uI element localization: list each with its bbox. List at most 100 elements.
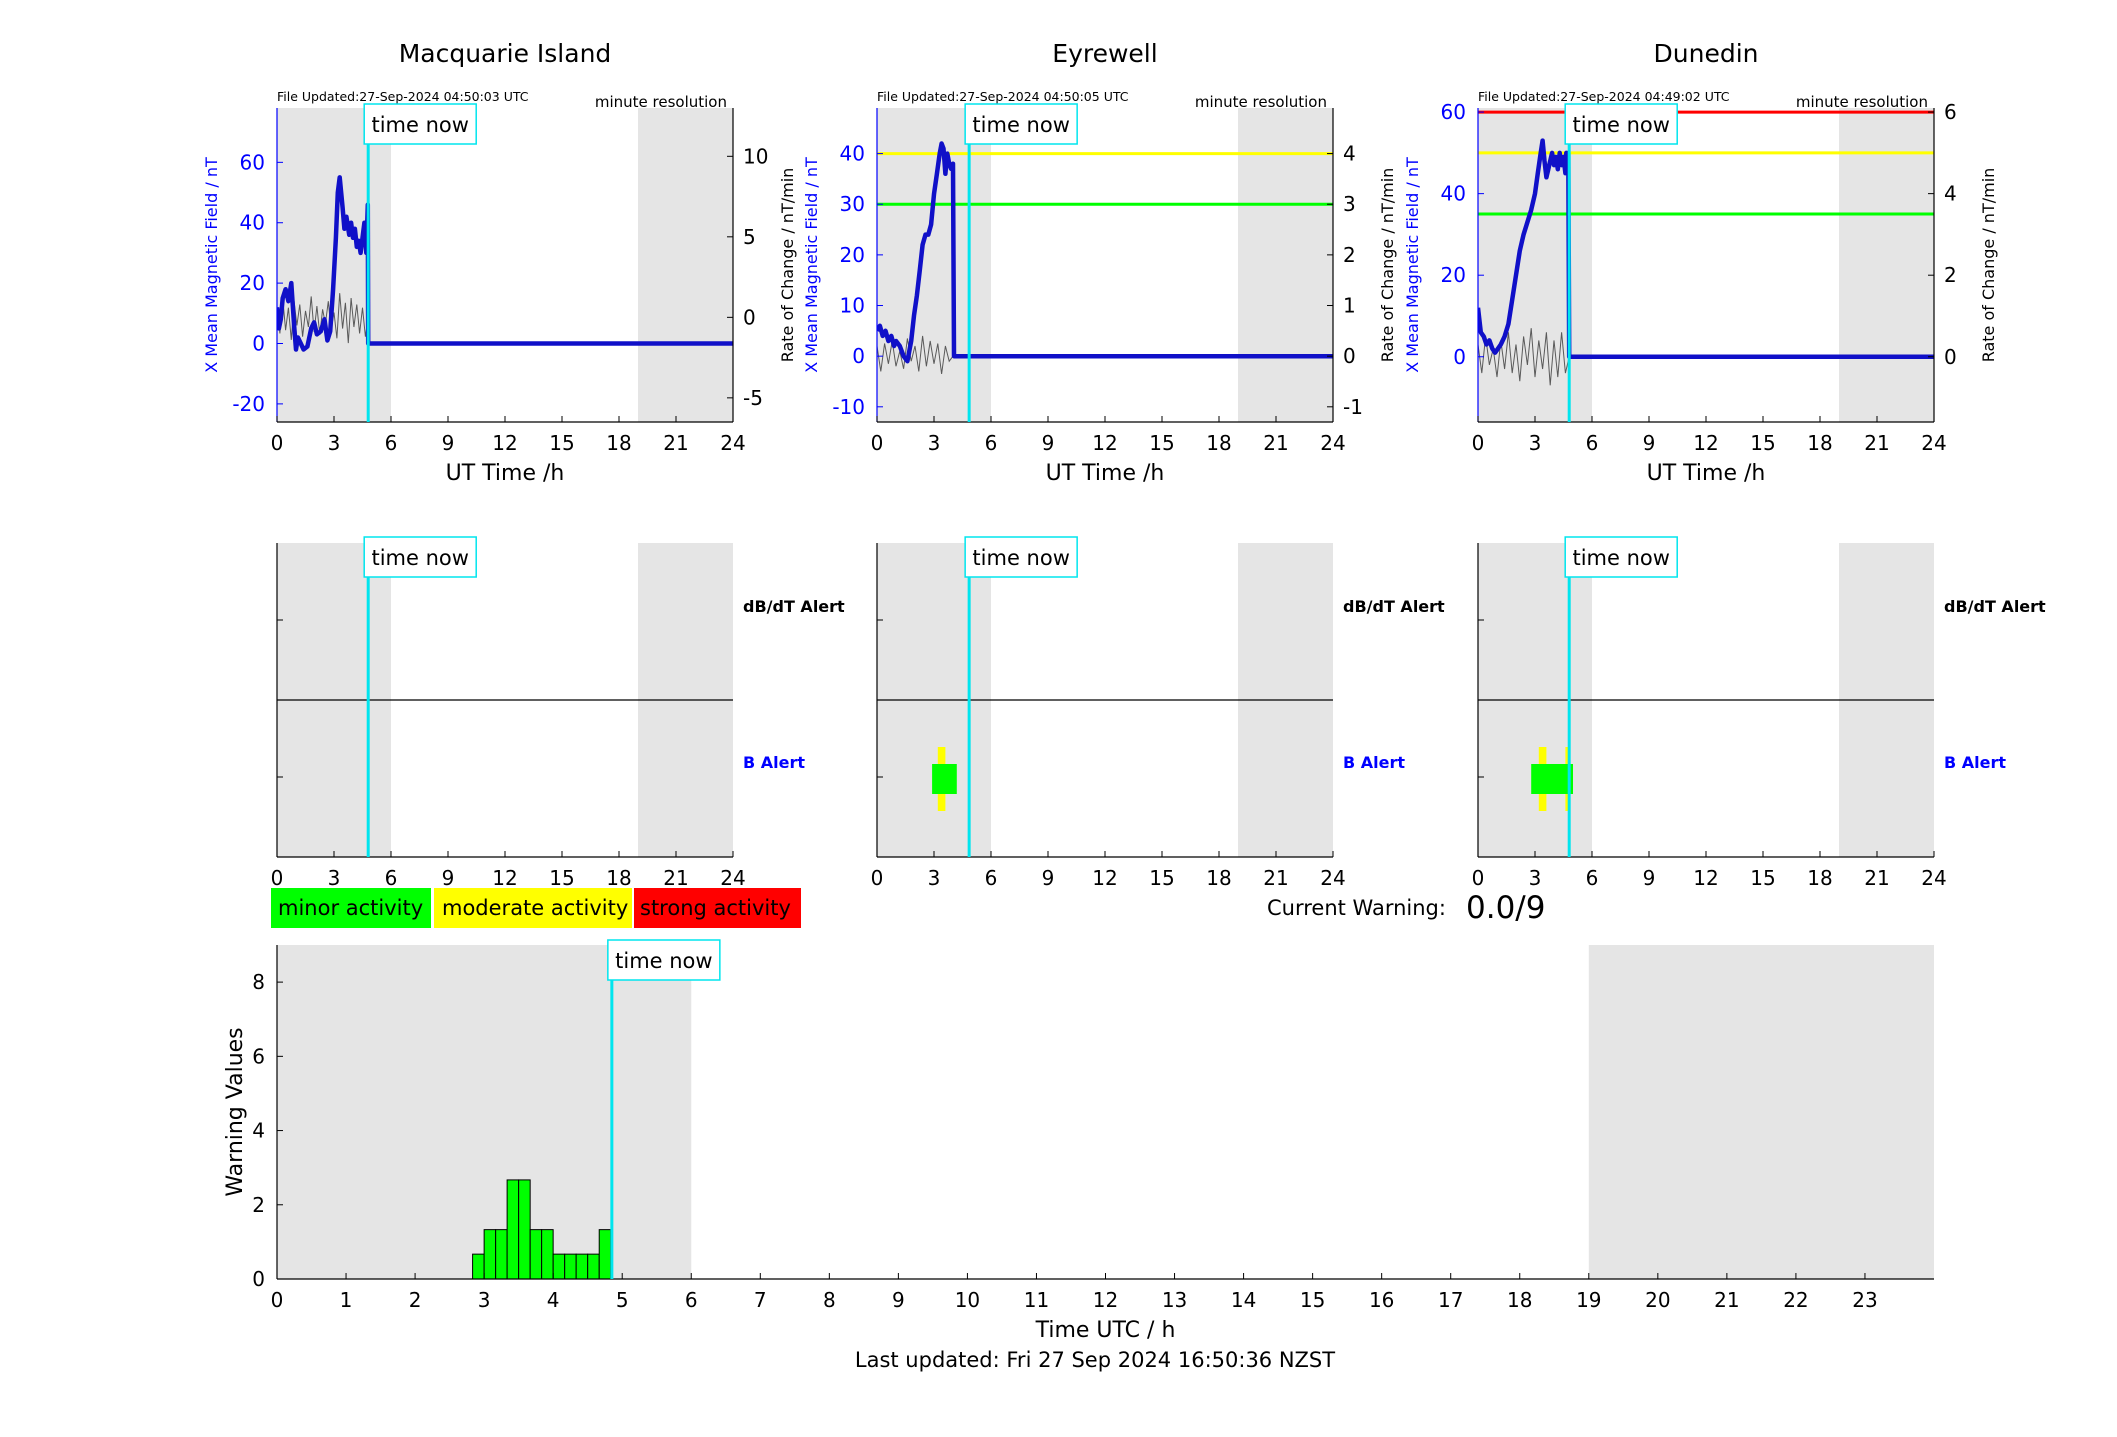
warning-x-tick-label: 15 (1300, 1288, 1325, 1312)
dbdt-alert-label: dB/dT Alert (743, 597, 845, 616)
y-left-tick-label: 20 (1441, 263, 1466, 287)
legend-minor-label: minor activity (278, 896, 423, 920)
x-axis-label: UT Time /h (1647, 461, 1766, 486)
y-right-tick-label: 6 (1944, 100, 1957, 124)
x-axis-label: UT Time /h (446, 461, 565, 486)
warning-x-tick-label: 23 (1852, 1288, 1877, 1312)
minute-resolution-label: minute resolution (1796, 93, 1928, 111)
alert-x-tick-label: 12 (492, 866, 517, 890)
alert-x-tick-label: 3 (1529, 866, 1542, 890)
warning-x-tick-label: 19 (1576, 1288, 1601, 1312)
rate-of-change-series (877, 335, 954, 374)
y-left-tick-label: 10 (840, 294, 865, 318)
b-alert-bar (932, 764, 957, 794)
warning-x-tick-label: 10 (955, 1288, 980, 1312)
x-tick-label: 0 (1472, 431, 1485, 455)
alert-x-tick-label: 3 (928, 866, 941, 890)
y-right-axis-label: Rate of Change / nT/min (1979, 168, 1998, 363)
alert-x-tick-label: 0 (271, 866, 284, 890)
alert-x-tick-label: 0 (871, 866, 884, 890)
warning-x-tick-label: 13 (1162, 1288, 1187, 1312)
warning-x-tick-label: 18 (1507, 1288, 1532, 1312)
warning-bar (529, 1229, 543, 1280)
x-mean-field-series (277, 175, 733, 352)
warning-bar (483, 1229, 497, 1280)
x-tick-label: 3 (1529, 431, 1542, 455)
b-alert-label: B Alert (1944, 753, 2006, 772)
shaded-night-band (638, 108, 733, 422)
warning-x-tick-label: 2 (409, 1288, 422, 1312)
x-tick-label: 15 (1149, 431, 1174, 455)
time-now-box (1564, 536, 1678, 578)
warning-y-tick-label: 0 (252, 1267, 265, 1291)
warning-x-tick-label: 0 (271, 1288, 284, 1312)
warning-x-tick-label: 5 (616, 1288, 629, 1312)
legend-strong-swatch (634, 888, 801, 928)
warning-bar (541, 1229, 554, 1280)
shaded-night-band (277, 945, 692, 1279)
time-now-label: time now (371, 546, 468, 570)
magnetometer-panel: Eyrewell File Updated:27-Sep-2024 04:50:0… (802, 39, 1397, 486)
y-left-tick-label: 0 (252, 332, 265, 356)
y-right-tick-label: 3 (1343, 192, 1356, 216)
time-now-box (964, 103, 1078, 145)
b-alert-label: B Alert (743, 753, 805, 772)
activity-legend: minor activity moderate activity strong … (271, 888, 801, 928)
warning-x-tick-label: 9 (892, 1288, 905, 1312)
y-right-tick-label: 10 (743, 144, 768, 168)
y-left-tick-label: 0 (1453, 345, 1466, 369)
alert-x-tick-label: 18 (1807, 866, 1832, 890)
time-now-label: time now (972, 546, 1069, 570)
warning-x-tick-label: 22 (1783, 1288, 1808, 1312)
alert-panel: 0 3 6 9 12 15 18 21 24 dB/dT Alert B Alert time now (871, 536, 1445, 890)
alert-x-tick-label: 15 (1750, 866, 1775, 890)
x-tick-label: 6 (985, 431, 998, 455)
alert-x-tick-label: 12 (1092, 866, 1117, 890)
current-warning-label: Current Warning: (1267, 896, 1446, 920)
x-tick-label: 0 (871, 431, 884, 455)
file-updated-stamp: File Updated:27-Sep-2024 04:50:03 UTC (277, 89, 529, 104)
time-now-label: time now (371, 113, 468, 137)
x-tick-label: 9 (1042, 431, 1055, 455)
legend-minor-swatch (271, 888, 431, 928)
x-tick-label: 0 (271, 431, 284, 455)
y-left-tick-label: -10 (832, 395, 865, 419)
y-left-tick-label: 20 (240, 271, 265, 295)
warning-x-tick-label: 6 (685, 1288, 698, 1312)
x-tick-label: 15 (1750, 431, 1775, 455)
y-right-tick-label: -5 (743, 386, 763, 410)
y-left-axis-label: X Mean Magnetic Field / nT (1403, 157, 1422, 373)
alert-x-tick-label: 21 (1864, 866, 1889, 890)
x-tick-label: 21 (1864, 431, 1889, 455)
alert-x-tick-label: 18 (1206, 866, 1231, 890)
x-tick-label: 21 (1263, 431, 1288, 455)
y-left-axis-label: X Mean Magnetic Field / nT (802, 157, 821, 373)
b-alert-bar (1531, 764, 1573, 794)
plot-area (1478, 110, 1934, 386)
time-now-box (363, 103, 477, 145)
magnetometer-panel: Macquarie Island File Updated:27-Sep-2024… (202, 39, 797, 486)
warning-bar (575, 1253, 589, 1280)
alert-x-tick-label: 6 (985, 866, 998, 890)
x-tick-label: 12 (492, 431, 517, 455)
y-left-tick-label: 30 (840, 192, 865, 216)
plot-area (877, 141, 1333, 374)
x-tick-label: 12 (1693, 431, 1718, 455)
minute-resolution-label: minute resolution (1195, 93, 1327, 111)
alert-x-tick-label: 21 (1263, 866, 1288, 890)
x-axis-label: UT Time /h (1046, 461, 1165, 486)
plot-area (277, 175, 733, 352)
shaded-night-band (1588, 945, 1934, 1279)
x-tick-label: 24 (720, 431, 745, 455)
alert-x-tick-label: 9 (442, 866, 455, 890)
x-tick-label: 12 (1092, 431, 1117, 455)
warning-x-tick-label: 3 (478, 1288, 491, 1312)
alert-x-tick-label: 9 (1042, 866, 1055, 890)
x-tick-label: 9 (442, 431, 455, 455)
alert-x-tick-label: 24 (1320, 866, 1345, 890)
x-tick-label: 24 (1921, 431, 1946, 455)
warning-y-tick-label: 6 (252, 1044, 265, 1068)
warning-y-tick-label: 8 (252, 970, 265, 994)
